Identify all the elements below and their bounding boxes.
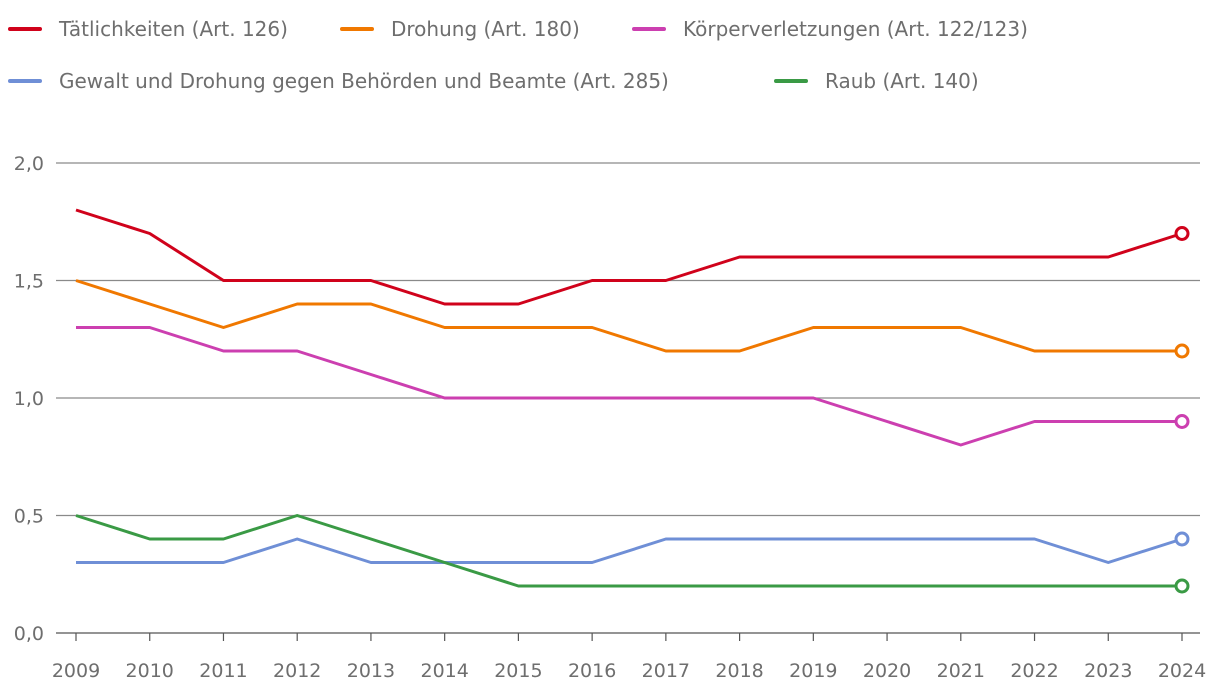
y-tick-label: 1,0 bbox=[14, 388, 44, 410]
y-tick-label: 0,0 bbox=[14, 623, 44, 645]
y-tick-label: 1,5 bbox=[14, 271, 44, 293]
legend: Tätlichkeiten (Art. 126) Drohung (Art. 18… bbox=[8, 17, 1028, 93]
y-tick-label: 2,0 bbox=[14, 153, 44, 175]
x-tick-label: 2022 bbox=[1010, 660, 1058, 682]
x-tick-label: 2013 bbox=[347, 660, 395, 682]
x-tick-label: 2024 bbox=[1158, 660, 1206, 682]
y-tick-label: 0,5 bbox=[14, 506, 44, 528]
series-end-marker-4 bbox=[1174, 578, 1190, 594]
x-tick-label: 2021 bbox=[937, 660, 985, 682]
series-line-4 bbox=[75, 514, 1182, 588]
x-tick-label: 2019 bbox=[789, 660, 837, 682]
legend-label: Tätlichkeiten (Art. 126) bbox=[58, 17, 288, 41]
legend-label: Drohung (Art. 180) bbox=[391, 17, 580, 41]
series-end-marker-0 bbox=[1174, 226, 1190, 241]
x-tick-label: 2018 bbox=[715, 660, 763, 682]
legend-label: Körperverletzungen (Art. 122/123) bbox=[683, 17, 1028, 41]
x-tick-label: 2011 bbox=[199, 660, 247, 682]
x-tick-label: 2014 bbox=[420, 660, 468, 682]
series-line-0 bbox=[75, 208, 1183, 306]
x-tick-label: 2015 bbox=[494, 660, 542, 682]
x-tick-label: 2009 bbox=[52, 660, 100, 682]
series-end-marker-2 bbox=[1174, 414, 1190, 429]
series-end-marker-1 bbox=[1174, 343, 1190, 359]
x-tick-label: 2010 bbox=[126, 660, 174, 682]
series-line-1 bbox=[75, 279, 1182, 353]
legend-label: Gewalt und Drohung gegen Behörden und Be… bbox=[59, 69, 669, 93]
y-axis: 0,0 0,5 1,0 1,5 2,0 bbox=[14, 153, 44, 645]
legend-label: Raub (Art. 140) bbox=[825, 69, 979, 93]
series-group bbox=[75, 208, 1190, 594]
x-tick-label: 2023 bbox=[1084, 660, 1132, 682]
x-tick-label: 2020 bbox=[863, 660, 911, 682]
series-end-marker-3 bbox=[1174, 531, 1190, 547]
x-tick-label: 2017 bbox=[642, 660, 690, 682]
series-line-2 bbox=[76, 326, 1182, 447]
series-line-3 bbox=[76, 537, 1183, 564]
x-tick-label: 2016 bbox=[568, 660, 616, 682]
x-tick-label: 2012 bbox=[273, 660, 321, 682]
x-axis: 2009 2010 2011 2012 2013 2014 2015 2016 2017 2018… bbox=[52, 633, 1206, 682]
